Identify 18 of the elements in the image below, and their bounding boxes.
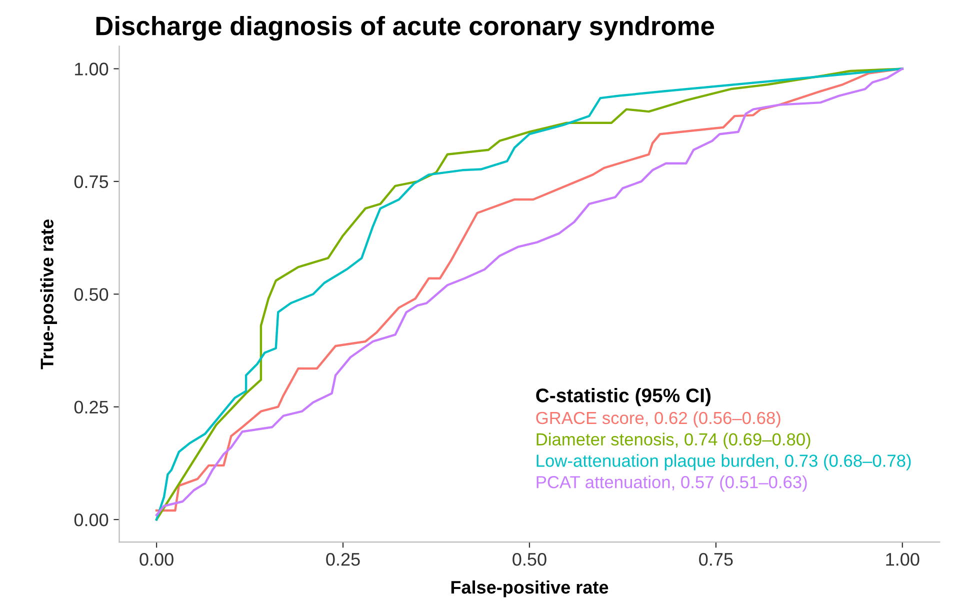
chart-title: Discharge diagnosis of acute coronary syndrome <box>96 16 714 41</box>
y-tick-label: 1.00 <box>75 62 108 76</box>
y-tick-label: 0.50 <box>74 288 108 301</box>
text: Low-attenuation plaque burden, 0.73 (0.68–0.78) <box>536 454 911 470</box>
legend-title: C-statistic (95% CI) <box>536 388 711 406</box>
text: Diameter stenosis, 0.74 (0.69–0.80) <box>536 432 810 449</box>
text: GRACE score, 0.62 (0.56–0.68) <box>536 411 780 428</box>
x-tick-label: 0.00 <box>140 552 174 566</box>
x-tick-label: 1.00 <box>886 552 920 566</box>
x-tick-label: 0.25 <box>326 552 360 566</box>
y-tick-label: 0.75 <box>74 175 108 188</box>
y-axis-title: True-positive rate <box>40 219 58 370</box>
text: PCAT attenuation, 0.57 (0.51–0.63) <box>536 476 807 492</box>
x-axis-title: False-positive rate <box>451 580 608 598</box>
x-tick-label: 0.75 <box>699 552 733 566</box>
y-tick-label: 0.00 <box>74 513 108 526</box>
y-tick-label: 0.25 <box>74 400 108 414</box>
x-tick-label: 0.50 <box>512 552 546 566</box>
